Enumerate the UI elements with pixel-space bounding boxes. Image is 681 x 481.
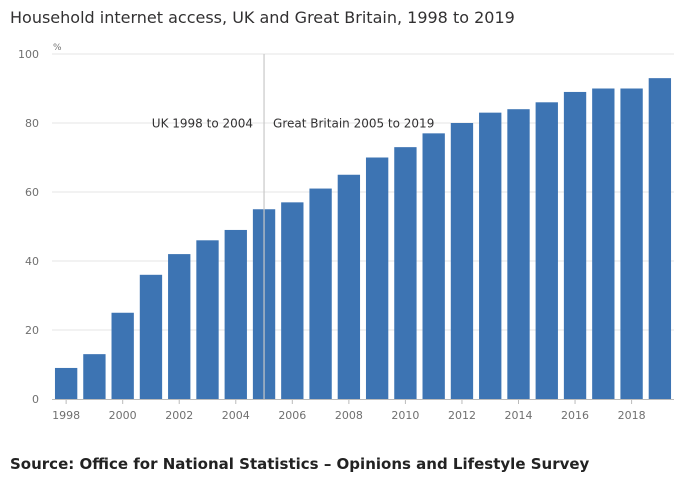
bar-2010	[394, 147, 417, 399]
bar-2000	[111, 312, 134, 399]
bar-2008	[337, 174, 361, 399]
x-tick-label: 2010	[391, 409, 419, 422]
chart-title: Household internet access, UK and Great …	[10, 8, 515, 27]
bar-2004	[224, 229, 247, 399]
bar-2017	[592, 88, 615, 399]
x-tick-label: 2018	[618, 409, 646, 422]
y-tick-label: 20	[25, 324, 39, 337]
y-unit-label: %	[53, 43, 62, 53]
y-tick-label: 0	[32, 393, 39, 406]
bar-2007	[309, 188, 332, 399]
x-tick-label: 2004	[222, 409, 250, 422]
bar-2001	[139, 274, 163, 399]
bar-1998	[54, 367, 78, 399]
x-tick-label: 2008	[335, 409, 363, 422]
bar-2012	[450, 123, 474, 399]
bar-2016	[563, 91, 587, 399]
x-tick-label: 1998	[52, 409, 80, 422]
bar-2009	[365, 157, 389, 399]
bar-2003	[196, 240, 219, 399]
x-tick-label: 2012	[448, 409, 476, 422]
bar-2018	[620, 88, 643, 399]
x-tick-label: 2014	[505, 409, 533, 422]
x-tick-label: 2002	[165, 409, 193, 422]
bar-2006	[281, 202, 304, 399]
bar-2015	[535, 102, 558, 400]
bar-1999	[83, 354, 106, 399]
y-tick-label: 40	[25, 255, 39, 268]
x-tick-label: 2016	[561, 409, 589, 422]
y-tick-label: 100	[18, 48, 39, 61]
x-tick-label: 2000	[109, 409, 137, 422]
bar-2014	[507, 109, 530, 399]
source-note: Source: Office for National Statistics –…	[10, 455, 590, 473]
bar-2019	[648, 78, 672, 400]
bar-2011	[422, 133, 445, 399]
annotation-gb: Great Britain 2005 to 2019	[273, 116, 434, 130]
bar-2013	[479, 112, 502, 400]
x-tick-label: 2006	[278, 409, 306, 422]
annotation-uk: UK 1998 to 2004	[152, 116, 253, 130]
y-tick-label: 60	[25, 186, 39, 199]
bar-2002	[168, 254, 191, 399]
y-tick-label: 80	[25, 117, 39, 130]
